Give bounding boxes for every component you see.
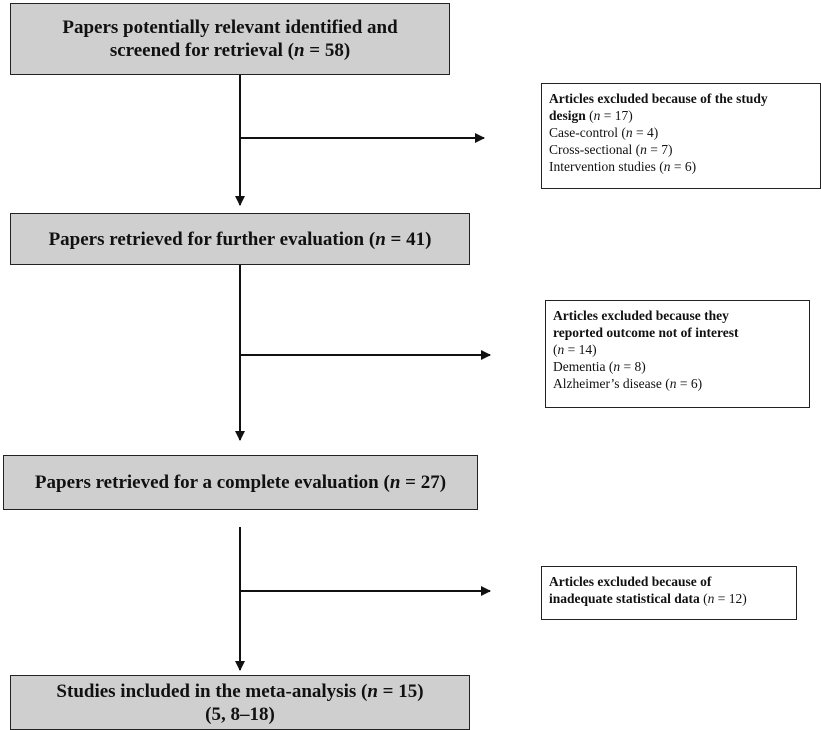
text: Cross-sectional ( <box>549 142 641 157</box>
text: = 4) <box>632 125 659 140</box>
text: n <box>640 142 647 157</box>
flow-box: Papers retrieved for further evaluation … <box>10 213 470 265</box>
line: Studies included in the meta-analysis (n… <box>56 680 423 703</box>
text: n <box>669 376 677 391</box>
text: Papers potentially relevant identified a… <box>62 17 398 38</box>
text: n <box>663 159 671 174</box>
line: design (n = 17) <box>549 107 813 124</box>
text: reported outcome not of interest <box>553 325 739 340</box>
text: = 7) <box>646 142 673 157</box>
exclusion-box: Articles excluded because they reported … <box>545 300 810 408</box>
text: = 8) <box>620 359 646 374</box>
flow-box: Studies included in the meta-analysis (n… <box>10 675 470 730</box>
text: (5, 8–18) <box>205 703 275 725</box>
text: Studies included in the meta-analysis ( <box>56 680 368 702</box>
line: reported outcome not of interest <box>553 324 802 341</box>
text: Dementia ( <box>553 359 614 374</box>
text: = 6) <box>670 159 697 174</box>
line: Papers retrieved for further evaluation … <box>49 228 432 251</box>
text: = 17) <box>600 108 633 123</box>
exclusion-box: Articles excluded because of the study d… <box>541 83 821 189</box>
line: Cross-sectional (n = 7) <box>549 141 813 158</box>
text: n <box>557 342 565 357</box>
line: Dementia (n = 8) <box>553 358 802 375</box>
text: ( <box>553 342 558 357</box>
text: Articles excluded because they <box>553 308 729 323</box>
text: Case-control ( <box>549 125 626 140</box>
text: ( <box>585 108 594 123</box>
text: = 58) <box>304 40 351 61</box>
text: n <box>293 40 305 61</box>
flow-box: Papers potentially relevant identified a… <box>10 3 450 75</box>
text: = 41) <box>385 228 432 250</box>
text: ( <box>699 591 708 606</box>
text: Articles excluded because of the study <box>549 91 768 106</box>
text: n <box>593 108 601 123</box>
text: design <box>549 108 586 123</box>
line: Articles excluded because of <box>549 573 789 590</box>
flow-box: Papers retrieved for a complete evaluati… <box>3 455 478 510</box>
line: Articles excluded because they <box>553 307 802 324</box>
line: inadequate statistical data (n = 12) <box>549 590 789 607</box>
line: Intervention studies (n = 6) <box>549 158 813 175</box>
line: Alzheimer’s disease (n = 6) <box>553 375 802 392</box>
text: = 12) <box>714 591 747 606</box>
text: Papers retrieved for further evaluation … <box>48 228 376 250</box>
text: Articles excluded because of <box>549 574 712 589</box>
text: = 27) <box>400 472 447 493</box>
text: n <box>625 125 633 140</box>
text: Intervention studies ( <box>549 159 664 174</box>
line: (n = 14) <box>553 341 802 358</box>
line: Papers retrieved for a complete evaluati… <box>35 471 446 494</box>
exclusion-box: Articles excluded because of inadequate … <box>541 566 797 620</box>
text: n <box>389 472 401 493</box>
text: n <box>375 228 386 250</box>
line: Papers potentially relevant identified a… <box>62 16 397 39</box>
text: = 15) <box>377 680 424 702</box>
text: Papers retrieved for a complete evaluati… <box>34 472 390 493</box>
text: n <box>707 591 715 606</box>
text: Alzheimer’s disease ( <box>553 376 670 391</box>
line: Articles excluded because of the study <box>549 90 813 107</box>
text: n <box>613 359 621 374</box>
text: = 14) <box>564 342 597 357</box>
text: n <box>367 680 378 702</box>
line: Case-control (n = 4) <box>549 124 813 141</box>
text: screened for retrieval ( <box>109 40 294 61</box>
line: (5, 8–18) <box>205 703 275 726</box>
text: inadequate statistical data <box>549 591 700 606</box>
line: screened for retrieval (n = 58) <box>110 39 350 62</box>
text: = 6) <box>676 376 703 391</box>
